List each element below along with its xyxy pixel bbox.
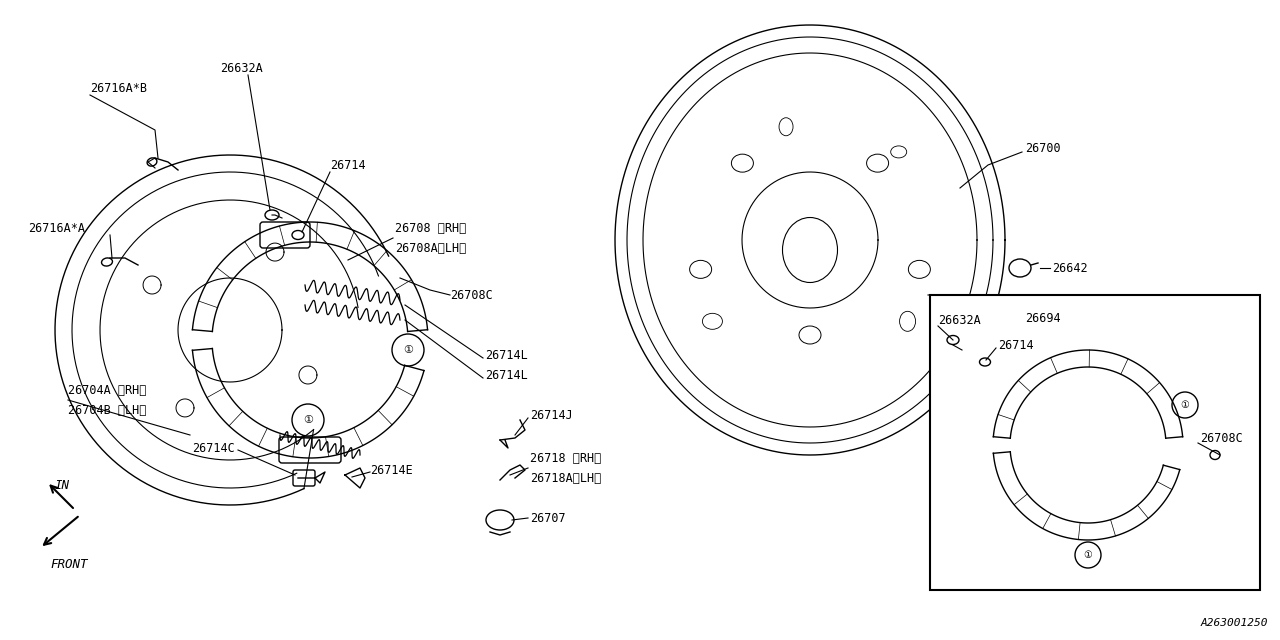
Text: 26714C: 26714C: [192, 442, 236, 454]
Text: FRONT: FRONT: [50, 559, 87, 572]
Ellipse shape: [486, 510, 515, 530]
Ellipse shape: [867, 154, 888, 172]
Ellipse shape: [900, 311, 915, 332]
FancyBboxPatch shape: [293, 470, 315, 486]
Text: 26694: 26694: [1025, 312, 1061, 324]
Text: A263001250: A263001250: [1201, 618, 1268, 628]
Text: 26714L: 26714L: [485, 369, 527, 381]
Text: ①: ①: [403, 345, 413, 355]
Text: 26714: 26714: [330, 159, 366, 172]
FancyBboxPatch shape: [279, 437, 340, 463]
Ellipse shape: [292, 230, 305, 239]
Ellipse shape: [891, 146, 906, 158]
Ellipse shape: [703, 314, 722, 330]
Text: 26708 〈RH〉: 26708 〈RH〉: [396, 221, 466, 234]
Text: 26714E: 26714E: [370, 463, 412, 477]
Ellipse shape: [1009, 259, 1030, 277]
Text: 26714L: 26714L: [485, 349, 527, 362]
Text: ①: ①: [1084, 550, 1092, 560]
Ellipse shape: [147, 158, 157, 166]
Ellipse shape: [909, 260, 931, 278]
Text: 26704B 〈LH〉: 26704B 〈LH〉: [68, 403, 146, 417]
FancyBboxPatch shape: [260, 222, 310, 248]
Text: ①: ①: [303, 415, 314, 425]
Text: 26632A: 26632A: [938, 314, 980, 326]
Text: 26708C: 26708C: [1201, 431, 1243, 445]
Ellipse shape: [780, 118, 794, 136]
Text: 26708A〈LH〉: 26708A〈LH〉: [396, 241, 466, 255]
Text: 26642: 26642: [1052, 262, 1088, 275]
Text: 26700: 26700: [1025, 141, 1061, 154]
Text: 26708C: 26708C: [451, 289, 493, 301]
Ellipse shape: [799, 326, 820, 344]
Text: 26718A〈LH〉: 26718A〈LH〉: [530, 472, 602, 484]
Text: 26714: 26714: [998, 339, 1034, 351]
Ellipse shape: [979, 358, 991, 366]
Ellipse shape: [690, 260, 712, 278]
Ellipse shape: [947, 335, 959, 344]
Text: 26716A*A: 26716A*A: [28, 221, 84, 234]
Text: 26707: 26707: [530, 511, 566, 525]
Ellipse shape: [782, 218, 837, 282]
Text: ①: ①: [1180, 400, 1189, 410]
Text: 26632A: 26632A: [220, 61, 262, 74]
Ellipse shape: [731, 154, 754, 172]
Ellipse shape: [1210, 451, 1220, 460]
Ellipse shape: [265, 210, 279, 220]
Text: 26718 〈RH〉: 26718 〈RH〉: [530, 451, 602, 465]
Text: 26714J: 26714J: [530, 408, 572, 422]
Text: 26704A 〈RH〉: 26704A 〈RH〉: [68, 383, 146, 397]
Ellipse shape: [101, 258, 113, 266]
Bar: [931, 295, 1260, 590]
Text: IN: IN: [55, 479, 70, 492]
Text: 26716A*B: 26716A*B: [90, 81, 147, 95]
